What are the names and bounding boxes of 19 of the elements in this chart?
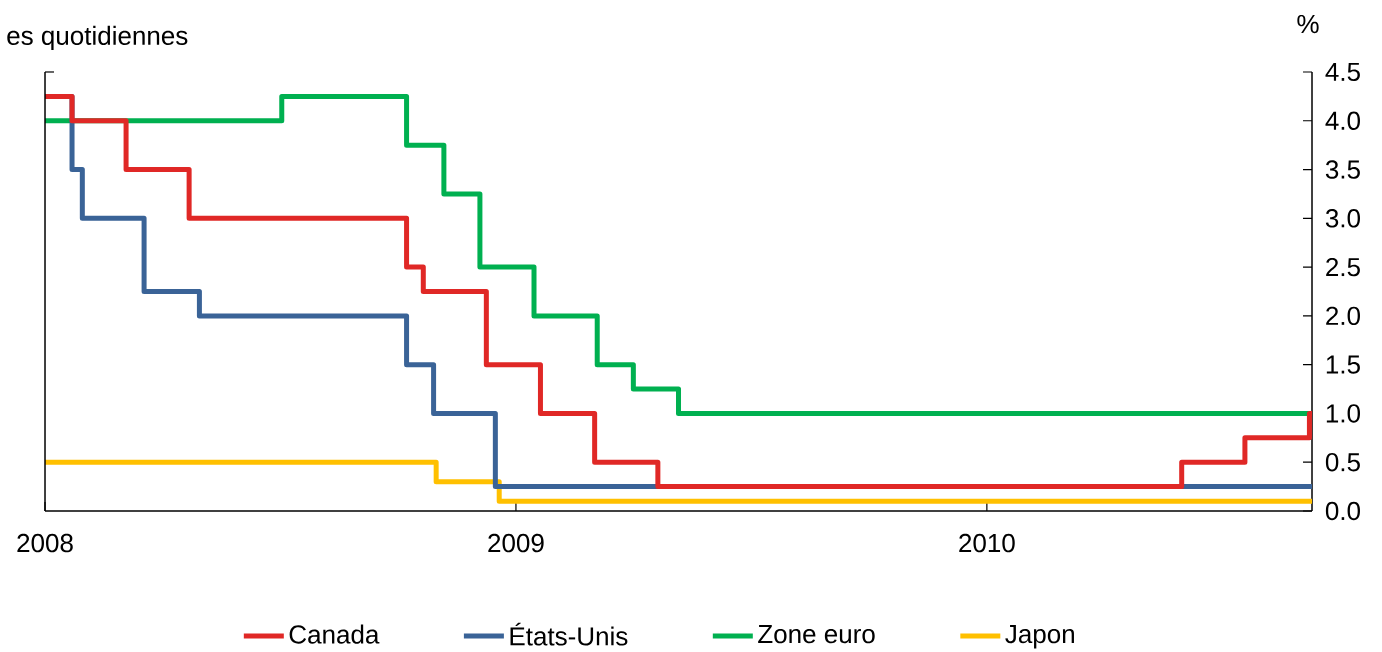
chart-subtitle: es quotidiennes [7, 25, 188, 51]
y-tick-label: 4.5 [1325, 62, 1360, 82]
legend-label: Canada [289, 624, 380, 644]
y-tick-label: 4.0 [1325, 111, 1360, 130]
y-tick-label: 0.0 [1325, 501, 1360, 521]
legend-label: États-Unis [510, 622, 628, 646]
y-tick-label: 1.5 [1326, 355, 1360, 374]
legend-label: Zone euro [758, 625, 875, 644]
y-tick-label: 2.5 [1326, 257, 1360, 277]
y-tick-label: 0.5 [1325, 453, 1360, 472]
y-axis-title: % [1297, 14, 1319, 34]
y-tick-label: 2.0 [1326, 306, 1360, 326]
x-tick-label: 2008 [17, 533, 73, 553]
y-tick-label: 3.5 [1325, 160, 1360, 179]
x-tick-label: 2010 [959, 533, 1015, 553]
legend-label: Japon [1005, 625, 1074, 649]
y-tick-label: 1.0 [1326, 404, 1360, 423]
y-tick-label: 3.0 [1325, 209, 1360, 228]
x-tick-label: 2009 [488, 533, 544, 553]
